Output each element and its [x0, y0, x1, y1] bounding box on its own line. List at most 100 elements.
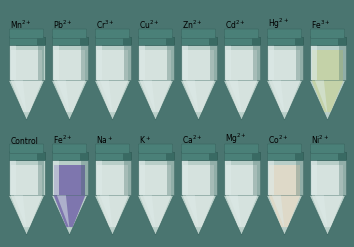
Polygon shape [14, 81, 27, 114]
Polygon shape [140, 81, 171, 112]
Bar [138, 151, 173, 153]
Bar [269, 165, 300, 195]
Bar [97, 165, 129, 195]
FancyBboxPatch shape [224, 144, 259, 153]
Bar [267, 37, 303, 45]
Bar [223, 45, 259, 81]
FancyBboxPatch shape [224, 29, 259, 38]
Polygon shape [312, 195, 343, 227]
Polygon shape [272, 81, 285, 114]
Polygon shape [272, 195, 285, 229]
Bar [54, 165, 85, 195]
Polygon shape [181, 195, 217, 235]
Bar [95, 37, 131, 45]
Bar [223, 152, 259, 160]
Bar [97, 50, 129, 81]
Bar [53, 160, 59, 195]
Text: Cd$^{2+}$: Cd$^{2+}$ [225, 19, 246, 31]
Bar [225, 50, 257, 81]
Bar [54, 50, 85, 81]
Text: Control: Control [10, 137, 38, 146]
Polygon shape [57, 81, 69, 114]
Bar [312, 165, 343, 195]
Bar [223, 160, 259, 195]
Bar [253, 45, 259, 81]
Bar [311, 45, 318, 81]
Bar [209, 37, 218, 45]
Bar [267, 151, 302, 153]
Polygon shape [54, 195, 85, 227]
Bar [95, 36, 130, 38]
Polygon shape [267, 81, 303, 120]
Bar [181, 151, 216, 153]
Text: Ni$^{2+}$: Ni$^{2+}$ [311, 134, 330, 146]
Bar [183, 165, 214, 195]
Bar [269, 50, 300, 81]
Text: Hg$^{2+}$: Hg$^{2+}$ [268, 17, 289, 31]
Bar [51, 152, 87, 160]
Bar [310, 151, 345, 153]
Polygon shape [269, 195, 300, 227]
Bar [139, 45, 145, 81]
Bar [309, 152, 346, 160]
Bar [96, 160, 102, 195]
Bar [123, 37, 132, 45]
Bar [8, 45, 45, 81]
Text: Mn$^{2+}$: Mn$^{2+}$ [10, 19, 32, 31]
Bar [37, 37, 46, 45]
Bar [166, 37, 175, 45]
Bar [37, 152, 46, 160]
Bar [11, 50, 42, 81]
Bar [52, 151, 87, 153]
FancyBboxPatch shape [95, 144, 130, 153]
Polygon shape [51, 195, 87, 235]
Polygon shape [97, 195, 129, 227]
FancyBboxPatch shape [9, 29, 44, 38]
Bar [181, 37, 217, 45]
Bar [210, 160, 217, 195]
Polygon shape [183, 195, 214, 227]
Bar [166, 152, 175, 160]
Polygon shape [143, 195, 155, 229]
Bar [268, 45, 274, 81]
Bar [296, 160, 303, 195]
Bar [81, 45, 87, 81]
Bar [181, 160, 217, 195]
Polygon shape [51, 81, 87, 120]
Polygon shape [309, 195, 346, 235]
Bar [140, 50, 171, 81]
Bar [295, 37, 304, 45]
Bar [224, 36, 259, 38]
Polygon shape [309, 81, 346, 120]
Polygon shape [267, 195, 303, 235]
Bar [225, 160, 232, 195]
Polygon shape [11, 81, 42, 112]
Bar [182, 45, 188, 81]
Polygon shape [183, 81, 214, 112]
Polygon shape [315, 195, 327, 229]
Bar [338, 152, 347, 160]
Polygon shape [137, 81, 173, 120]
Text: Na$^+$: Na$^+$ [96, 134, 114, 146]
Bar [267, 160, 303, 195]
Bar [10, 45, 16, 81]
Text: Fe$^{2+}$: Fe$^{2+}$ [53, 134, 73, 146]
Bar [309, 45, 346, 81]
Polygon shape [225, 195, 257, 227]
Polygon shape [8, 81, 45, 120]
Bar [38, 45, 45, 81]
Polygon shape [186, 81, 199, 114]
Bar [339, 45, 346, 81]
Bar [8, 37, 45, 45]
Polygon shape [57, 195, 69, 229]
Bar [225, 165, 257, 195]
Bar [81, 160, 87, 195]
Bar [52, 36, 87, 38]
Bar [224, 151, 259, 153]
FancyBboxPatch shape [9, 144, 44, 153]
Polygon shape [225, 81, 257, 112]
Bar [209, 152, 218, 160]
FancyBboxPatch shape [52, 144, 87, 153]
Bar [95, 151, 130, 153]
Bar [252, 37, 261, 45]
